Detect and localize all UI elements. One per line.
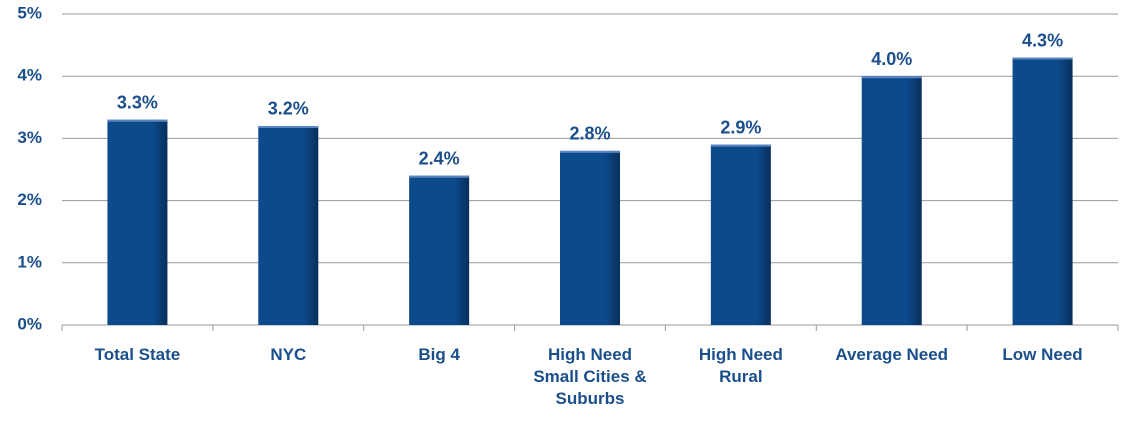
- y-tick-label: 4%: [17, 66, 42, 85]
- x-tick-label: Big 4: [418, 345, 460, 364]
- x-tick-label: Average Need: [835, 345, 949, 364]
- x-tick-label: Total State: [94, 345, 181, 364]
- value-label: 3.3%: [117, 92, 158, 112]
- y-tick-label: 0%: [17, 314, 42, 333]
- y-tick-label: 1%: [17, 252, 42, 271]
- bar: [710, 144, 771, 325]
- value-label: 4.0%: [871, 49, 912, 69]
- y-tick-label: 3%: [17, 128, 42, 147]
- x-tick-label: NYC: [270, 345, 307, 364]
- value-label: 2.4%: [419, 148, 460, 168]
- bar: [861, 76, 922, 325]
- y-tick-label: 2%: [17, 190, 42, 209]
- bar: [107, 119, 168, 326]
- x-tick-label: Low Need: [1002, 345, 1083, 364]
- bar: [560, 150, 620, 325]
- x-tick-label: High Need Rural: [698, 345, 783, 386]
- value-label: 2.8%: [569, 124, 610, 144]
- value-label: 3.2%: [268, 99, 309, 119]
- bar: [409, 175, 470, 325]
- bar: [1012, 57, 1073, 325]
- value-label: 4.3%: [1022, 30, 1063, 50]
- bar: [258, 125, 319, 326]
- value-label: 2.9%: [720, 117, 761, 137]
- x-tick-label: High Need Small Cities & Suburbs: [533, 345, 647, 408]
- y-tick-label: 5%: [17, 3, 42, 22]
